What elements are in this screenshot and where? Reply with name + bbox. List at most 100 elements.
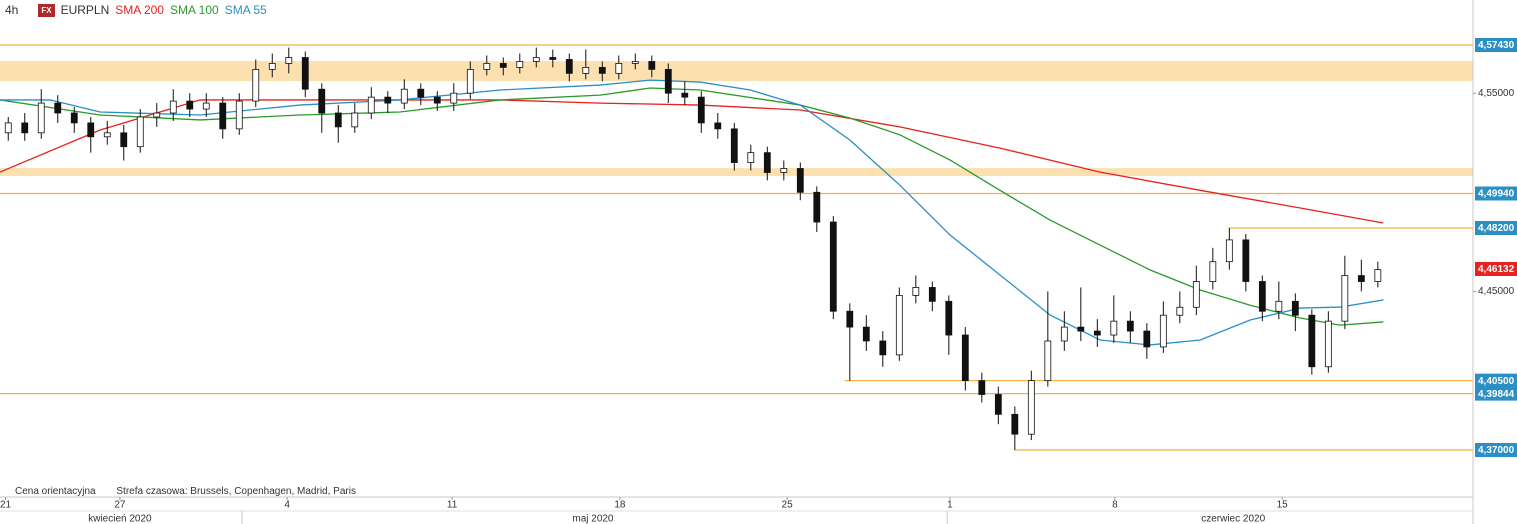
candle-body <box>153 112 161 118</box>
y-tick-label: 4,45000 <box>1478 286 1515 297</box>
candle-body <box>912 287 920 296</box>
candle-body <box>433 96 441 104</box>
x-tick-label: 4 <box>284 500 290 511</box>
candle-body <box>862 326 870 342</box>
zone <box>0 168 1473 177</box>
sma-line <box>0 99 1384 224</box>
x-tick-label: 27 <box>114 500 126 511</box>
candle-body <box>417 88 425 98</box>
candle-body <box>730 128 738 163</box>
x-tick-label: 21 <box>0 500 11 511</box>
candle-body <box>21 122 29 134</box>
x-tick-label: 1 <box>947 500 953 511</box>
levels <box>0 44 1473 451</box>
candle-body <box>219 102 227 130</box>
candle-body <box>1176 306 1184 316</box>
candle-body <box>1275 300 1283 312</box>
candle-body <box>1011 413 1019 435</box>
candle-body <box>483 63 491 70</box>
candle-body <box>1225 239 1233 263</box>
candle-body <box>1291 300 1299 316</box>
candle-body <box>796 168 804 193</box>
candles <box>4 47 1382 451</box>
candle-body <box>120 132 128 148</box>
price-label: 4,40500 <box>1478 376 1515 387</box>
price-label-box <box>1475 373 1517 388</box>
month-label: czerwiec 2020 <box>1201 514 1265 524</box>
candle-body <box>928 287 936 302</box>
candle-body <box>994 394 1002 415</box>
timezone: Strefa czasowa: Brussels, Copenhagen, Ma… <box>116 486 356 497</box>
candle-body <box>582 67 590 74</box>
candle-body <box>1341 275 1349 322</box>
candle-body <box>334 112 342 128</box>
candle-body <box>285 57 293 64</box>
candle-body <box>301 57 309 90</box>
candle-body <box>400 88 408 104</box>
candle-body <box>70 112 78 124</box>
candle-body <box>1374 269 1382 282</box>
candle-body <box>763 152 771 173</box>
price-label: 4,49940 <box>1478 189 1515 200</box>
sma-line <box>0 79 1384 346</box>
candle-body <box>136 116 144 148</box>
price-label-box <box>1475 261 1517 276</box>
candle-body <box>664 68 672 94</box>
candle-body <box>1110 320 1118 336</box>
candle-body <box>565 59 573 74</box>
legend-entry: SMA 55 <box>224 3 267 17</box>
candle-body <box>1044 340 1052 382</box>
price-label: 4,57430 <box>1478 40 1515 51</box>
candle-body <box>202 102 210 110</box>
candle-body <box>813 191 821 223</box>
price-label-box <box>1475 186 1517 201</box>
symbol: EURPLN <box>60 3 110 17</box>
candle-body <box>615 63 623 74</box>
candle-body <box>1027 380 1035 435</box>
price-label: 4,37000 <box>1478 445 1515 456</box>
footer: Cena orientacyjna Strefa czasowa: Brusse… <box>15 486 374 497</box>
candle-body <box>87 122 95 138</box>
candle-body <box>516 61 524 68</box>
candle-body <box>318 88 326 114</box>
candle-body <box>450 92 458 104</box>
x-tick-label: 11 <box>447 500 458 511</box>
candle-body <box>4 122 12 134</box>
candle-body <box>598 67 606 74</box>
footnote: Cena orientacyjna <box>15 486 96 497</box>
fx-badge: FX <box>38 3 55 17</box>
candle-body <box>1209 261 1217 282</box>
candle-body <box>945 300 953 336</box>
month-label: maj 2020 <box>572 514 614 524</box>
candle-body <box>252 68 260 102</box>
candle-body <box>235 100 243 130</box>
candle-body <box>268 63 276 70</box>
price-label: 4,46132 <box>1478 264 1515 275</box>
x-tick-label: 25 <box>782 500 794 511</box>
candle-body <box>978 380 986 395</box>
x-tick-label: 15 <box>1277 500 1289 511</box>
candle-body <box>466 68 474 94</box>
candle-body <box>549 57 557 60</box>
candle-body <box>879 340 887 356</box>
candle-body <box>1192 281 1200 308</box>
legend-entry: SMA 100 <box>169 3 219 17</box>
candle-body <box>780 168 788 173</box>
candle-body <box>1324 320 1332 368</box>
candle-body <box>351 112 359 128</box>
price-label-box <box>1475 38 1517 53</box>
x-tick-label: 8 <box>1112 500 1118 511</box>
candle-body <box>961 334 969 382</box>
candle-body <box>367 96 375 114</box>
candle-body <box>1077 326 1085 332</box>
zone <box>0 61 1473 82</box>
price-label: 4,48200 <box>1478 223 1515 234</box>
candle-body <box>1258 281 1266 312</box>
candle-body <box>1126 320 1134 332</box>
zones <box>0 61 1473 177</box>
candle-body <box>1242 239 1250 282</box>
timeframe: 4h <box>5 3 19 17</box>
